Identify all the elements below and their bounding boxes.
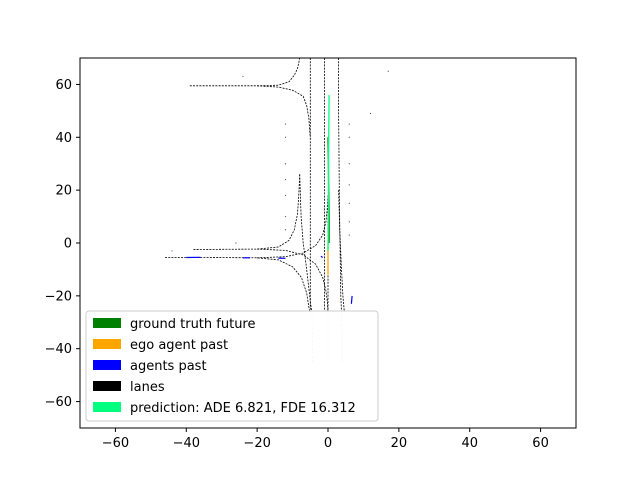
map-point: [348, 234, 350, 236]
y-tick-label: 0: [64, 237, 72, 252]
y-tick-label: 60: [55, 78, 72, 93]
map-point: [348, 184, 350, 186]
y-axis: −60 −40 −20 0 20 40 60: [45, 78, 80, 410]
agent-past-track: [350, 295, 353, 304]
map-point: [284, 194, 287, 197]
lane-line: [338, 190, 345, 312]
map-point: [284, 163, 287, 165]
legend-swatch-ego-past: [93, 339, 121, 349]
map-point: [171, 250, 173, 252]
map-point: [348, 136, 350, 138]
legend-swatch-agents-past: [93, 360, 121, 370]
lane-line: [257, 195, 329, 259]
map-point: [369, 112, 372, 115]
y-tick-label: −60: [45, 395, 72, 410]
x-axis: −60 −40 −20 0 20 40 60: [102, 428, 549, 451]
lane-line: [299, 174, 313, 312]
x-tick-label: 40: [461, 436, 478, 451]
y-tick-label: 20: [55, 184, 72, 199]
lane-line: [257, 248, 329, 312]
legend-label-ego-past: ego agent past: [130, 338, 228, 353]
legend-box: [85, 310, 379, 422]
legend-swatch-lanes: [93, 381, 121, 391]
y-tick-label: −20: [45, 289, 72, 304]
lane-line: [193, 174, 301, 250]
map-point: [348, 202, 350, 204]
legend: ground truth future ego agent past agent…: [85, 310, 379, 422]
lane-line: [189, 58, 301, 87]
map-point: [348, 123, 350, 125]
y-tick-label: 40: [55, 131, 72, 146]
x-tick-label: 0: [324, 436, 332, 451]
map-point: [284, 215, 287, 218]
map-point: [284, 178, 287, 181]
legend-swatch-ground-truth: [93, 318, 121, 328]
x-tick-label: 60: [532, 436, 549, 451]
y-tick-label: −40: [45, 342, 72, 357]
map-point: [387, 70, 389, 72]
legend-label-ground-truth: ground truth future: [130, 317, 256, 332]
map-point: [284, 229, 287, 231]
lane-line: [257, 85, 311, 138]
map-point: [348, 221, 350, 223]
legend-label-prediction: prediction: ADE 6.821, FDE 16.312: [130, 401, 356, 416]
map-point: [284, 136, 287, 138]
legend-label-lanes: lanes: [130, 380, 165, 395]
legend-label-agents-past: agents past: [130, 359, 207, 374]
map-point: [284, 123, 287, 125]
lane-line: [165, 257, 310, 312]
map-point: [348, 163, 350, 165]
agent-past-track: [320, 255, 324, 258]
x-tick-label: −40: [173, 436, 200, 451]
legend-swatch-prediction: [93, 402, 121, 412]
x-tick-label: 20: [391, 436, 408, 451]
x-tick-label: −60: [102, 436, 129, 451]
prediction-line: [327, 94, 330, 251]
map-point: [235, 242, 237, 244]
x-tick-label: −20: [243, 436, 270, 451]
map-point: [242, 75, 244, 78]
